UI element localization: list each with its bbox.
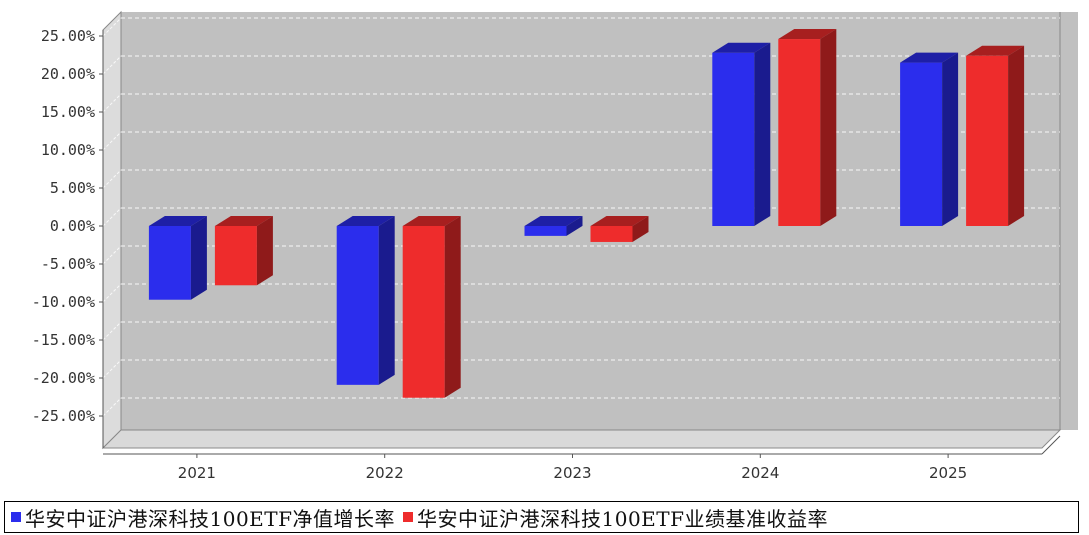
gridline-side — [102, 283, 122, 303]
bar-side — [820, 29, 837, 226]
bar-side — [632, 216, 649, 242]
gridline-side — [102, 131, 122, 151]
grid-lines — [102, 17, 1060, 417]
gridline-side — [102, 321, 122, 341]
gridline-side — [102, 359, 122, 379]
x-tick-label: 2022 — [366, 464, 404, 482]
y-axis: 25.00% 20.00% 15.00% 10.00% 5.00% 0.00% -5.00%… — [32, 27, 104, 448]
y-tick-label: 20.00% — [41, 65, 95, 83]
bar-top — [712, 42, 771, 53]
y-tick-label: -10.00% — [32, 293, 95, 311]
bar-side — [190, 216, 207, 300]
y-tick-label: 5.00% — [50, 179, 95, 197]
y-tick-label: -5.00% — [41, 255, 95, 273]
bar — [336, 216, 395, 385]
bar-side — [444, 216, 461, 398]
legend: 华安中证沪港深科技100ETF净值增长率 华安中证沪港深科技100ETF业绩基准… — [4, 501, 1079, 533]
y-tick-label: 10.00% — [41, 141, 95, 159]
x-tick-label: 2021 — [178, 464, 216, 482]
bar-side — [942, 52, 959, 226]
bar-top — [778, 29, 837, 40]
bar-side — [378, 216, 395, 385]
bar-top — [402, 216, 461, 226]
bar-side — [566, 216, 583, 236]
bar — [712, 42, 771, 226]
bar — [524, 216, 583, 236]
bar-front — [712, 52, 755, 226]
bar — [966, 45, 1025, 227]
gridline-side — [102, 245, 122, 265]
bar-top — [590, 216, 649, 226]
x-axis-edge — [1041, 435, 1061, 455]
bar-front — [148, 226, 191, 300]
gridline-side — [102, 93, 122, 113]
y-tick-label: 0.00% — [50, 217, 95, 235]
legend-label-nav-growth: 华安中证沪港深科技100ETF净值增长率 — [25, 506, 395, 531]
bar-front — [590, 226, 633, 242]
gridline-side — [102, 169, 122, 189]
x-tick-label: 2023 — [553, 464, 591, 482]
bar-front — [900, 62, 943, 226]
legend-swatch-red — [403, 512, 413, 522]
bar — [402, 216, 461, 398]
gridline-side — [102, 17, 122, 37]
bar — [590, 216, 649, 242]
bar — [214, 216, 273, 286]
gridline-side — [102, 207, 122, 227]
x-tick-label: 2024 — [741, 464, 779, 482]
y-tick-label: 15.00% — [41, 103, 95, 121]
legend-label-benchmark: 华安中证沪港深科技100ETF业绩基准收益率 — [417, 506, 828, 531]
y-tick-label: -20.00% — [32, 369, 95, 387]
bar-top — [336, 216, 395, 226]
bar-front — [778, 39, 821, 226]
bar-front — [402, 226, 445, 398]
bar-top — [214, 216, 273, 226]
bar-top — [148, 216, 207, 226]
bar-side — [1008, 45, 1025, 227]
bar-front — [966, 55, 1009, 227]
x-tick-label: 2025 — [929, 464, 967, 482]
y-tick-label: -25.00% — [32, 407, 95, 425]
bar-side — [754, 42, 771, 226]
bar — [900, 52, 959, 226]
bar-top — [966, 45, 1025, 56]
bar — [778, 29, 837, 226]
y-tick-label: -15.00% — [32, 331, 95, 349]
y-tick-label: 25.00% — [41, 27, 95, 45]
side-wall — [102, 10, 122, 450]
bar-top — [900, 52, 959, 63]
x-axis: 2021 2022 2023 2024 2025 — [103, 435, 1061, 482]
bar-front — [336, 226, 379, 385]
bar-chart: 25.00% 20.00% 15.00% 10.00% 5.00% 0.00% -5.00%… — [32, 10, 1078, 482]
floor — [101, 429, 1062, 449]
gridline-side — [102, 55, 122, 75]
bar-side — [256, 216, 273, 286]
legend-swatch-blue — [11, 512, 21, 522]
legend-item-nav-growth: 华安中证沪港深科技100ETF净值增长率 — [11, 503, 395, 532]
legend-item-benchmark: 华安中证沪港深科技100ETF业绩基准收益率 — [403, 503, 828, 532]
bar-series — [148, 29, 1025, 398]
bar-front — [214, 226, 257, 286]
bar-front — [524, 226, 567, 236]
gridline-side — [102, 397, 122, 417]
bar — [148, 216, 207, 300]
bar-top — [524, 216, 583, 226]
